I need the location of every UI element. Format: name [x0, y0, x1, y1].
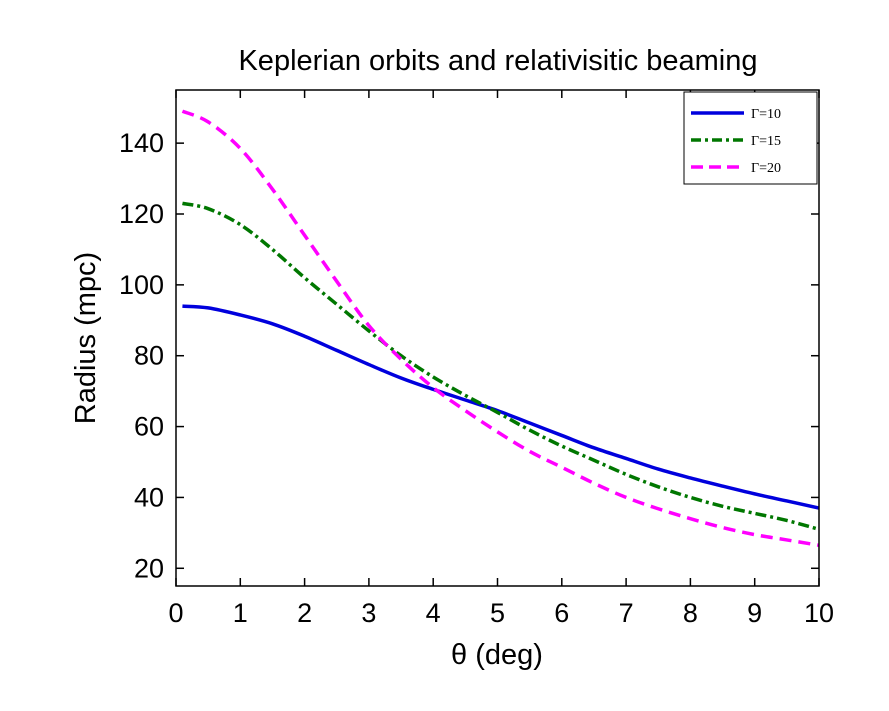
y-tick-label: 140	[119, 128, 164, 158]
y-tick-label: 40	[134, 482, 164, 512]
legend-label-2: Γ=15	[751, 134, 781, 149]
x-tick-label: 0	[168, 598, 183, 628]
legend: Γ=10 Γ=15 Γ=20	[683, 91, 818, 185]
y-tick-label: 20	[134, 553, 164, 583]
x-tick-label: 5	[490, 598, 505, 628]
x-tick-label: 2	[297, 598, 312, 628]
x-axis-label: θ (deg)	[451, 639, 543, 671]
x-tick-label: 3	[361, 598, 376, 628]
y-tick-label: 60	[134, 412, 164, 442]
plot-area	[181, 109, 820, 547]
x-tick-label: 8	[683, 598, 698, 628]
y-tick-label: 80	[134, 341, 164, 371]
x-axis: 0 1 2 3 4 5 6 7 8 9 10	[168, 90, 834, 628]
x-tick-label: 1	[233, 598, 248, 628]
series-line-3	[181, 109, 820, 547]
x-tick-label: 9	[747, 598, 762, 628]
x-tick-label: 6	[554, 598, 569, 628]
y-axis: 20 40 60 80 100 120 140	[119, 128, 819, 583]
x-tick-label: 7	[619, 598, 634, 628]
legend-box	[683, 91, 818, 185]
x-tick-label: 4	[426, 598, 441, 628]
x-tick-label: 10	[804, 598, 834, 628]
legend-label-1: Γ=10	[751, 107, 781, 122]
chart-title: Keplerian orbits and relativisitic beami…	[238, 45, 757, 77]
series-line-2	[182, 201, 820, 531]
y-tick-label: 100	[119, 270, 164, 300]
y-tick-label: 120	[119, 199, 164, 229]
y-axis-label: Radius (mpc)	[70, 252, 102, 424]
legend-label-3: Γ=20	[751, 161, 781, 176]
